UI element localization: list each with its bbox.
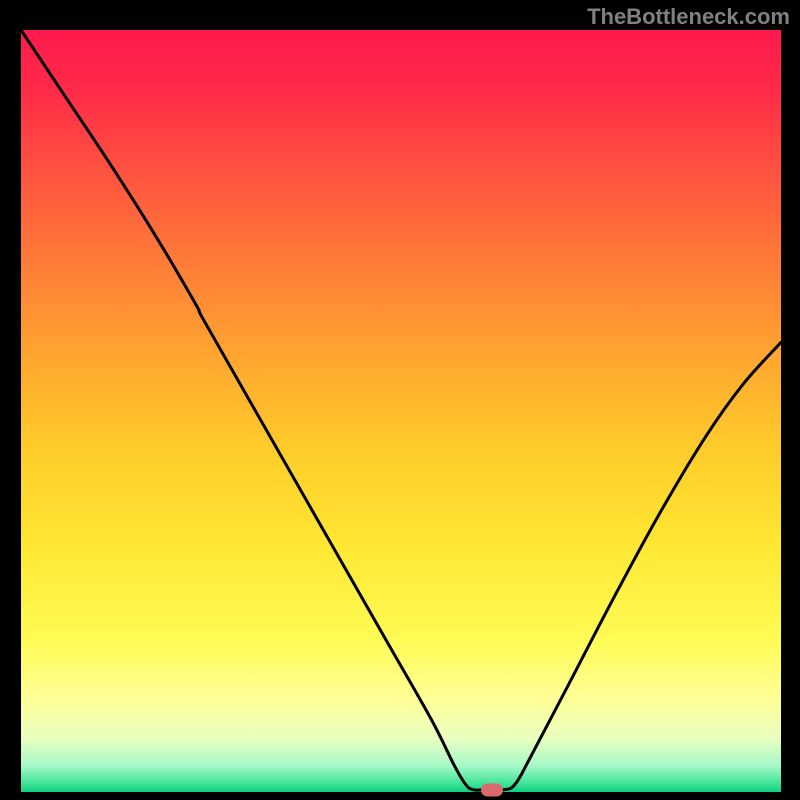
bottleneck-curve [21,30,781,792]
optimal-point-marker [481,783,503,796]
plot-area [21,30,781,792]
chart-container: TheBottleneck.com [0,0,800,800]
attribution-label: TheBottleneck.com [587,4,790,30]
